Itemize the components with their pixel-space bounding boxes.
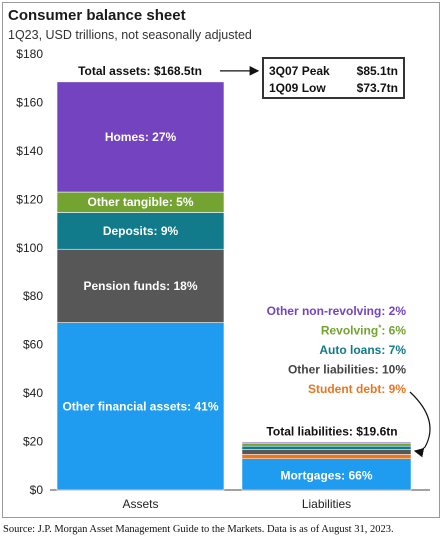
liability-label-text: Other liabilities: 10%: [288, 363, 406, 377]
y-tick-label: $0: [30, 483, 44, 497]
liabilities-segment-label: Mortgages: 66%: [280, 468, 372, 482]
liabilities-total-label: Total liabilities: $19.6tn: [266, 425, 397, 439]
y-tick-label: $120: [16, 192, 43, 206]
arrow-to-liabilities: [409, 391, 431, 458]
liability-label: Auto loans: 7%: [319, 343, 406, 357]
assets-segment-label: Deposits: 9%: [103, 224, 179, 238]
y-tick-label: $20: [23, 435, 43, 449]
liability-label: Other liabilities: 10%: [288, 363, 406, 377]
annotations: Total assets: $168.5tn Total liabilities:…: [78, 57, 431, 458]
liability-label: Other non-revolving: 2%: [267, 304, 407, 318]
assets-segment-label: Other financial assets: 41%: [62, 399, 218, 413]
liabilities-bar-segment: [241, 454, 412, 460]
bars: Other financial assets: 41% Pension funds…: [56, 81, 412, 511]
peak-box-value: $85.1tn: [357, 64, 398, 78]
y-tick-label: $100: [16, 241, 43, 255]
chart-frame: [2, 2, 440, 518]
peak-box-period: 1Q09 Low: [269, 81, 326, 95]
y-tick-label: $140: [16, 144, 43, 158]
chart-subtitle: 1Q23, USD trillions, not seasonally adju…: [8, 28, 252, 42]
assets-bar-segment: [56, 81, 225, 193]
x-tick-label: Assets: [122, 497, 158, 511]
assets-bar-segment: [56, 212, 225, 250]
liabilities-bar-segment: [241, 445, 412, 450]
balance-sheet-chart: $0 $20 $40 $60 $80 $100 $120 $140 $160 $180 Other…: [16, 47, 431, 511]
assets-segment-label: Other tangible: 5%: [87, 195, 193, 209]
peak-box-value: $73.7tn: [357, 81, 398, 95]
liability-label-text: Revolving: [321, 324, 378, 338]
liability-label-text: Other non-revolving: 2%: [267, 304, 407, 318]
liabilities-bar-segment: [241, 442, 412, 444]
assets-total-label: Total assets: $168.5tn: [78, 64, 202, 78]
source-note: Source: J.P. Morgan Asset Management Gui…: [3, 524, 394, 535]
assets-segment-label: Pension funds: 18%: [83, 279, 197, 293]
y-axis: $0 $20 $40 $60 $80 $100 $120 $140 $160 $180: [16, 47, 430, 497]
y-tick-label: $60: [23, 338, 43, 352]
x-tick-label: Liabilities: [302, 497, 351, 511]
assets-segment-label: Homes: 27%: [105, 130, 177, 144]
peak-box-period: 3Q07 Peak: [269, 64, 330, 78]
liability-label-footnote-mark: *: [378, 324, 382, 333]
liability-label-text: Student debt: 9%: [308, 382, 406, 396]
y-tick-label: $160: [16, 95, 43, 109]
liabilities-bar-segment: [241, 458, 412, 491]
liability-label: Student debt: 9%: [308, 382, 406, 396]
peak-box: [262, 57, 405, 99]
y-tick-label: $40: [23, 386, 43, 400]
liabilities-bar-segment: [241, 443, 412, 447]
liability-label-tail: : 6%: [381, 324, 406, 338]
y-tick-label: $80: [23, 289, 43, 303]
chart-title: Consumer balance sheet: [8, 7, 186, 24]
assets-bar-segment: [56, 322, 225, 491]
liability-label: Revolving*: 6%: [321, 324, 406, 338]
liability-label-text: Auto loans: 7%: [319, 343, 406, 357]
liabilities-bar-segment: [241, 449, 412, 455]
y-tick-label: $180: [16, 47, 43, 61]
